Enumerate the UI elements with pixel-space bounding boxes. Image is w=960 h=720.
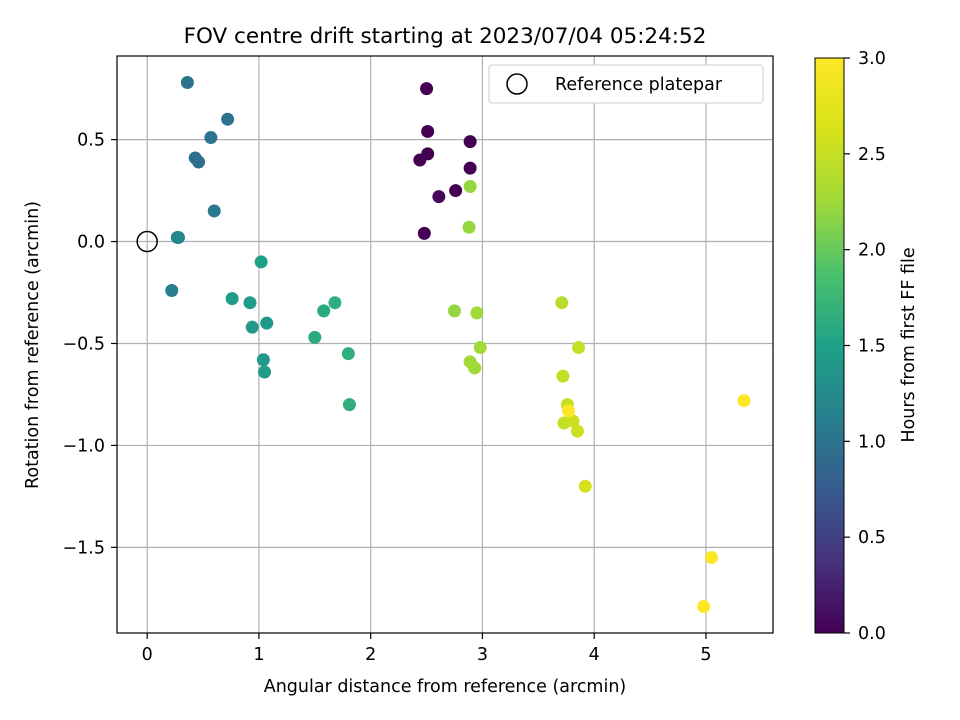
data-point — [463, 135, 477, 149]
data-point — [317, 304, 331, 318]
data-point — [245, 320, 259, 334]
legend-marker-icon — [506, 73, 528, 95]
y-tick-label: −1.0 — [63, 436, 106, 456]
colorbar-tick-label: 1.5 — [858, 337, 886, 357]
data-point — [470, 306, 484, 320]
data-point — [449, 184, 463, 198]
data-point — [171, 230, 185, 244]
data-point — [180, 76, 194, 90]
data-point — [570, 424, 584, 438]
data-point — [221, 112, 235, 126]
data-point — [463, 161, 477, 175]
data-point — [473, 341, 487, 355]
data-point — [463, 179, 477, 193]
colorbar-tick-label: 1.0 — [858, 432, 886, 452]
reference-marker-group — [136, 230, 158, 253]
grid-lines — [117, 56, 773, 633]
data-point — [561, 404, 575, 418]
data-point — [420, 82, 434, 96]
chart-title: FOV centre drift starting at 2023/07/04 … — [184, 24, 707, 49]
data-point — [258, 365, 272, 379]
data-points — [165, 76, 751, 613]
data-point — [737, 394, 751, 408]
x-tick-label: 5 — [700, 645, 711, 665]
data-point — [417, 226, 431, 240]
data-point — [256, 353, 270, 367]
data-point — [421, 147, 435, 161]
data-point — [566, 414, 580, 428]
data-point — [578, 479, 592, 493]
colorbar-tick-label: 2.5 — [858, 145, 886, 165]
colorbar-tick-label: 0.5 — [858, 528, 886, 548]
x-tick-label: 4 — [589, 645, 600, 665]
legend-box — [488, 64, 764, 104]
y-tick-label: −1.5 — [63, 538, 106, 558]
colorbar-ticks: 0.0 0.5 1.0 1.5 2.0 2.5 3.0 — [844, 49, 886, 644]
x-tick-label: 0 — [142, 645, 153, 665]
data-point — [555, 296, 569, 310]
x-axis-label: Angular distance from reference (arcmin) — [264, 677, 627, 697]
x-tick-label: 3 — [477, 645, 488, 665]
x-tick-label: 1 — [253, 645, 264, 665]
data-point — [225, 292, 239, 306]
colorbar-label: Hours from first FF file — [899, 247, 919, 442]
data-point — [204, 131, 218, 145]
colorbar — [814, 57, 845, 634]
data-point — [254, 255, 268, 269]
axis-ticks: 0 1 2 3 4 5 −1.5 −1.0 −0.5 0.0 0.5 — [63, 131, 712, 665]
data-point — [192, 155, 206, 169]
data-point — [462, 220, 476, 234]
data-point — [556, 369, 570, 383]
data-point — [207, 204, 221, 218]
y-tick-label: 0.5 — [77, 131, 105, 151]
colorbar-tick-label: 2.0 — [858, 241, 886, 261]
data-point — [697, 599, 711, 613]
data-point — [328, 296, 342, 310]
data-point — [468, 361, 482, 375]
plot-frame — [116, 55, 774, 634]
legend: Reference platepar — [488, 64, 764, 104]
data-point — [432, 190, 446, 204]
data-point — [341, 347, 355, 361]
colorbar-tick-label: 0.0 — [858, 624, 886, 644]
y-tick-label: 0.0 — [77, 233, 105, 253]
x-tick-label: 2 — [365, 645, 376, 665]
data-point — [165, 283, 179, 297]
data-point — [421, 124, 435, 138]
data-point — [260, 316, 274, 330]
data-point — [705, 551, 719, 565]
reference-marker — [136, 230, 158, 253]
y-axis-label: Rotation from reference (arcmin) — [23, 201, 43, 489]
data-point — [342, 398, 356, 412]
data-point — [447, 304, 461, 318]
data-point — [572, 341, 586, 355]
data-point — [308, 330, 322, 344]
y-tick-label: −0.5 — [63, 334, 106, 354]
legend-label: Reference platepar — [555, 75, 723, 95]
colorbar-tick-label: 3.0 — [858, 49, 886, 69]
data-point — [243, 296, 257, 310]
